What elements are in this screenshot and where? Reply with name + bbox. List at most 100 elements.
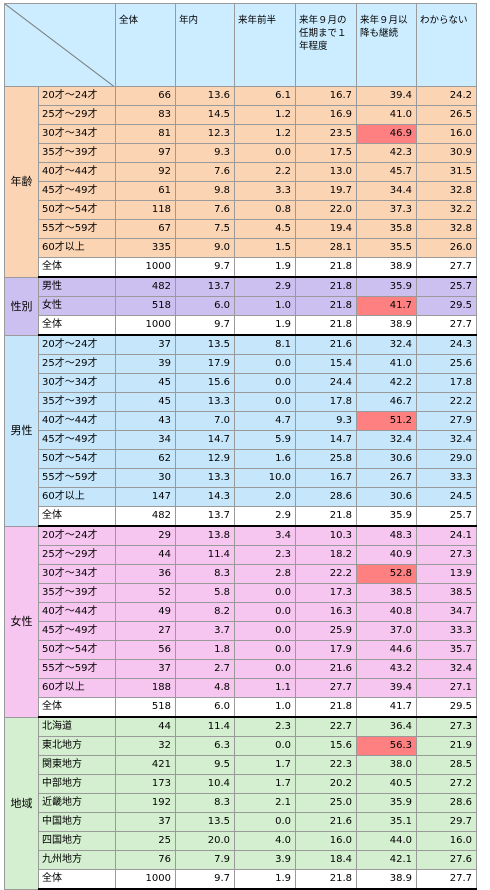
value-cell: 32.2 bbox=[416, 200, 477, 220]
table-row: 55才〜59才 67 7.5 4.5 19.4 35.8 32.8 bbox=[5, 219, 477, 239]
value-cell: 44 bbox=[115, 716, 176, 737]
value-cell: 17.8 bbox=[416, 373, 477, 393]
value-cell: 29.5 bbox=[416, 697, 477, 718]
table-row: 30才〜34才 45 15.6 0.0 24.4 42.2 17.8 bbox=[5, 373, 477, 393]
value-cell: 36 bbox=[115, 564, 176, 584]
value-cell: 2.8 bbox=[234, 564, 296, 584]
value-cell: 43.2 bbox=[356, 659, 417, 679]
value-cell: 30.6 bbox=[356, 449, 417, 469]
value-cell: 41.7 bbox=[356, 697, 417, 718]
value-cell: 21.8 bbox=[295, 697, 357, 718]
value-cell: 24.3 bbox=[416, 334, 477, 355]
value-cell: 2.9 bbox=[234, 506, 296, 527]
row-label: 20才〜24才 bbox=[38, 334, 116, 355]
value-cell: 6.1 bbox=[234, 86, 296, 106]
value-cell: 6.0 bbox=[175, 697, 235, 718]
row-label: 九州地方 bbox=[38, 850, 116, 870]
table-row: 年齢 20才〜24才 66 13.6 6.1 16.7 39.4 24.2 bbox=[4, 86, 477, 278]
value-cell: 7.0 bbox=[175, 411, 235, 431]
value-cell: 39.4 bbox=[356, 678, 417, 698]
row-label: 全体 bbox=[38, 697, 116, 718]
row-label: 45才〜49才 bbox=[38, 621, 116, 641]
table-row: 35才〜39才 52 5.8 0.0 17.3 38.5 38.5 bbox=[5, 583, 477, 603]
value-cell: 7.6 bbox=[175, 162, 235, 182]
header-continue-beyond: 来年９月以降も継続 bbox=[356, 3, 417, 87]
value-cell: 4.7 bbox=[234, 411, 296, 431]
value-cell: 18.2 bbox=[295, 545, 357, 565]
value-cell: 0.0 bbox=[234, 812, 296, 832]
row-label: 40才〜44才 bbox=[38, 602, 116, 622]
value-cell: 22.2 bbox=[416, 392, 477, 412]
table-row: 45才〜49才 34 14.7 5.9 14.7 32.4 32.4 bbox=[5, 430, 477, 450]
value-cell: 26.0 bbox=[416, 238, 477, 258]
row-label: 女性 bbox=[38, 296, 116, 316]
value-cell: 21.6 bbox=[295, 334, 357, 355]
table-total-row: 全体 482 13.7 2.9 21.8 35.9 25.7 bbox=[5, 506, 477, 527]
value-cell: 15.6 bbox=[175, 373, 235, 393]
value-cell: 92 bbox=[115, 162, 176, 182]
table-row: 東北地方 32 6.3 0.0 15.6 56.3 21.9 bbox=[5, 736, 477, 756]
value-cell: 2.1 bbox=[234, 793, 296, 813]
value-cell: 13.3 bbox=[175, 468, 235, 488]
value-cell: 21.6 bbox=[295, 659, 357, 679]
table-row: 45才〜49才 61 9.8 3.3 19.7 34.4 32.8 bbox=[5, 181, 477, 201]
value-cell: 1.9 bbox=[234, 869, 296, 890]
row-label: 35才〜39才 bbox=[38, 143, 116, 163]
value-cell: 48.3 bbox=[356, 525, 417, 546]
table-row: 30才〜34才 36 8.3 2.8 22.2 52.8 13.9 bbox=[5, 564, 477, 584]
value-cell: 40.9 bbox=[356, 545, 417, 565]
value-cell: 2.9 bbox=[234, 276, 296, 297]
value-cell: 26.7 bbox=[356, 468, 417, 488]
row-label: 40才〜44才 bbox=[38, 411, 116, 431]
value-cell: 36.4 bbox=[356, 716, 417, 737]
value-cell: 118 bbox=[115, 200, 176, 220]
value-cell: 22.0 bbox=[295, 200, 357, 220]
value-cell: 46.7 bbox=[356, 392, 417, 412]
value-cell: 28.5 bbox=[416, 755, 477, 775]
corner-diagonal bbox=[5, 4, 114, 86]
table-row: 30才〜34才 81 12.3 1.2 23.5 46.9 16.0 bbox=[5, 124, 477, 144]
value-cell: 28.6 bbox=[295, 487, 357, 507]
value-cell: 9.8 bbox=[175, 181, 235, 201]
value-cell: 35.9 bbox=[356, 793, 417, 813]
table-row: 中国地方 37 13.5 0.0 21.6 35.1 29.7 bbox=[5, 812, 477, 832]
value-cell: 19.7 bbox=[295, 181, 357, 201]
value-cell: 2.0 bbox=[234, 487, 296, 507]
value-cell: 24.1 bbox=[416, 525, 477, 546]
value-cell: 39 bbox=[115, 354, 176, 374]
value-cell: 3.9 bbox=[234, 850, 296, 870]
table-row: 地域 北海道 44 11.4 2.3 22.7 36.4 27.3 bbox=[4, 716, 477, 890]
value-cell: 1.7 bbox=[234, 774, 296, 794]
row-label: 20才〜24才 bbox=[38, 525, 116, 546]
value-cell: 6.3 bbox=[175, 736, 235, 756]
value-cell: 29.0 bbox=[416, 449, 477, 469]
value-cell: 24.5 bbox=[416, 487, 477, 507]
value-cell: 24.2 bbox=[416, 86, 477, 106]
value-cell: 0.0 bbox=[234, 583, 296, 603]
value-cell: 34.7 bbox=[416, 602, 477, 622]
value-cell: 17.9 bbox=[175, 354, 235, 374]
row-label: 近畿地方 bbox=[38, 793, 116, 813]
value-cell: 5.8 bbox=[175, 583, 235, 603]
value-cell: 6.0 bbox=[175, 296, 235, 316]
value-cell: 23.5 bbox=[295, 124, 357, 144]
row-label: 50才〜54才 bbox=[38, 449, 116, 469]
row-label: 35才〜39才 bbox=[38, 583, 116, 603]
highlighted-value-cell: 52.8 bbox=[356, 564, 417, 584]
value-cell: 27.1 bbox=[416, 678, 477, 698]
value-cell: 21.8 bbox=[295, 506, 357, 527]
value-cell: 42.2 bbox=[356, 373, 417, 393]
row-label: 全体 bbox=[38, 869, 116, 890]
value-cell: 26.5 bbox=[416, 105, 477, 125]
table-row: 四国地方 25 20.0 4.0 16.0 44.0 16.0 bbox=[5, 831, 477, 851]
value-cell: 29 bbox=[115, 525, 176, 546]
value-cell: 56 bbox=[115, 640, 176, 660]
table-row: 40才〜44才 43 7.0 4.7 9.3 51.2 27.9 bbox=[5, 411, 477, 431]
row-label: 25才〜29才 bbox=[38, 354, 116, 374]
value-cell: 66 bbox=[115, 86, 176, 106]
value-cell: 37.0 bbox=[356, 621, 417, 641]
value-cell: 83 bbox=[115, 105, 176, 125]
value-cell: 1.1 bbox=[234, 678, 296, 698]
value-cell: 10.3 bbox=[295, 525, 357, 546]
value-cell: 28.1 bbox=[295, 238, 357, 258]
